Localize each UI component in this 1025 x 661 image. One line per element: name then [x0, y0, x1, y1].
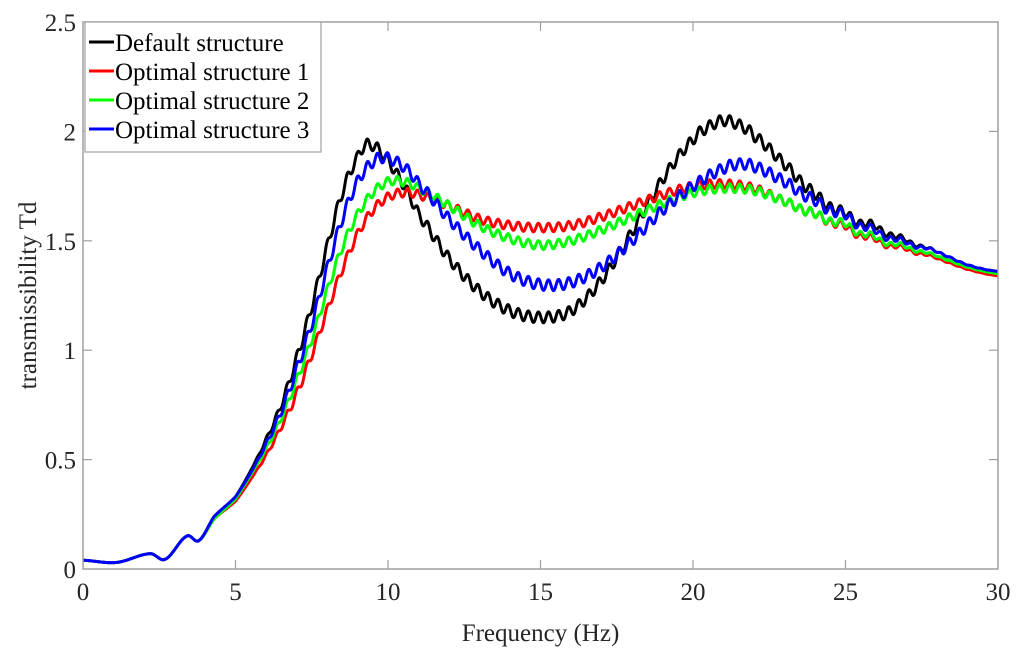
legend-label: Optimal structure 1 — [115, 59, 309, 86]
y-axis: 0 0.5 1 1.5 2 2.5 — [45, 10, 998, 584]
x-tick-label: 25 — [833, 579, 858, 606]
x-axis-title: Frequency (Hz) — [462, 620, 620, 647]
x-tick-label: 10 — [376, 579, 401, 606]
y-tick-label: 1 — [64, 338, 77, 365]
legend-box — [84, 21, 322, 153]
y-tick-label: 1.5 — [45, 229, 76, 256]
x-tick-label: 30 — [986, 579, 1011, 606]
series-line-optimal-structure-3 — [82, 151, 999, 565]
series-layer — [82, 114, 999, 565]
x-tick-label: 20 — [681, 579, 706, 606]
x-tick-label: 15 — [528, 579, 553, 606]
x-axis: 0 5 10 15 20 25 30 — [77, 22, 1011, 606]
x-tick-label: 5 — [229, 579, 242, 606]
legend-label: Optimal structure 3 — [115, 117, 309, 144]
y-tick-label: 2.5 — [45, 10, 76, 37]
series-line-optimal-structure-1 — [82, 178, 999, 565]
y-axis-title: transmissibility Td — [15, 201, 42, 389]
legend-label: Optimal structure 2 — [115, 88, 309, 115]
y-tick-label: 0 — [64, 557, 77, 584]
x-tick-label: 0 — [77, 579, 90, 606]
y-tick-label: 2 — [64, 119, 77, 146]
legend-label: Default structure — [115, 30, 284, 57]
y-tick-label: 0.5 — [45, 448, 76, 475]
series-line-optimal-structure-2 — [82, 174, 999, 565]
